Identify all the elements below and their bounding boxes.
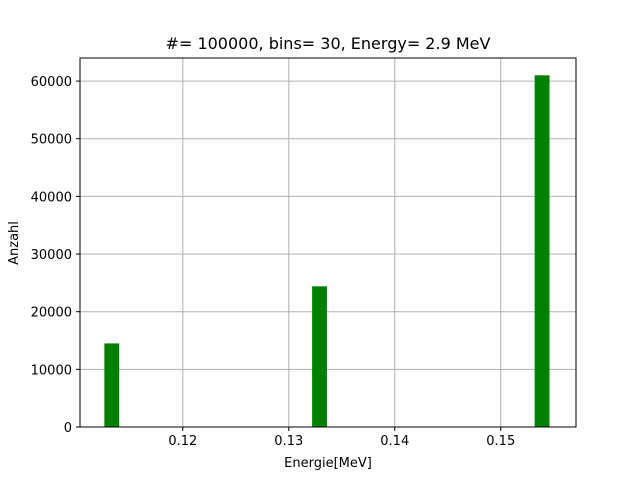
y-axis-label: Anzahl (7, 221, 22, 265)
y-tick-label: 0 (64, 421, 72, 436)
plot-frame (79, 57, 577, 428)
histogram-bar (104, 343, 120, 427)
grid-layer (80, 58, 576, 428)
histogram-bar (312, 286, 327, 427)
y-tick-label: 60000 (31, 75, 72, 90)
x-axis-label: Energie[MeV] (284, 456, 372, 471)
y-tick-label: 50000 (31, 133, 72, 148)
y-tick-label: 30000 (31, 248, 72, 263)
x-tick-label: 0.15 (486, 434, 515, 449)
chart-title: #= 100000, bins= 30, Energy= 2.9 MeV (166, 34, 491, 53)
y-tick-label: 40000 (31, 190, 72, 205)
x-tick-label: 0.14 (380, 434, 409, 449)
bar-layer (104, 75, 550, 427)
x-tick-label: 0.13 (274, 434, 303, 449)
histogram-bar (534, 75, 550, 427)
y-tick-label: 10000 (31, 363, 72, 378)
tick-layer: 0.12 0.13 0.14 0.15 0 10000 20000 30000 40000 500… (31, 75, 516, 449)
y-tick-label: 20000 (31, 306, 72, 321)
x-tick-label: 0.12 (168, 434, 197, 449)
